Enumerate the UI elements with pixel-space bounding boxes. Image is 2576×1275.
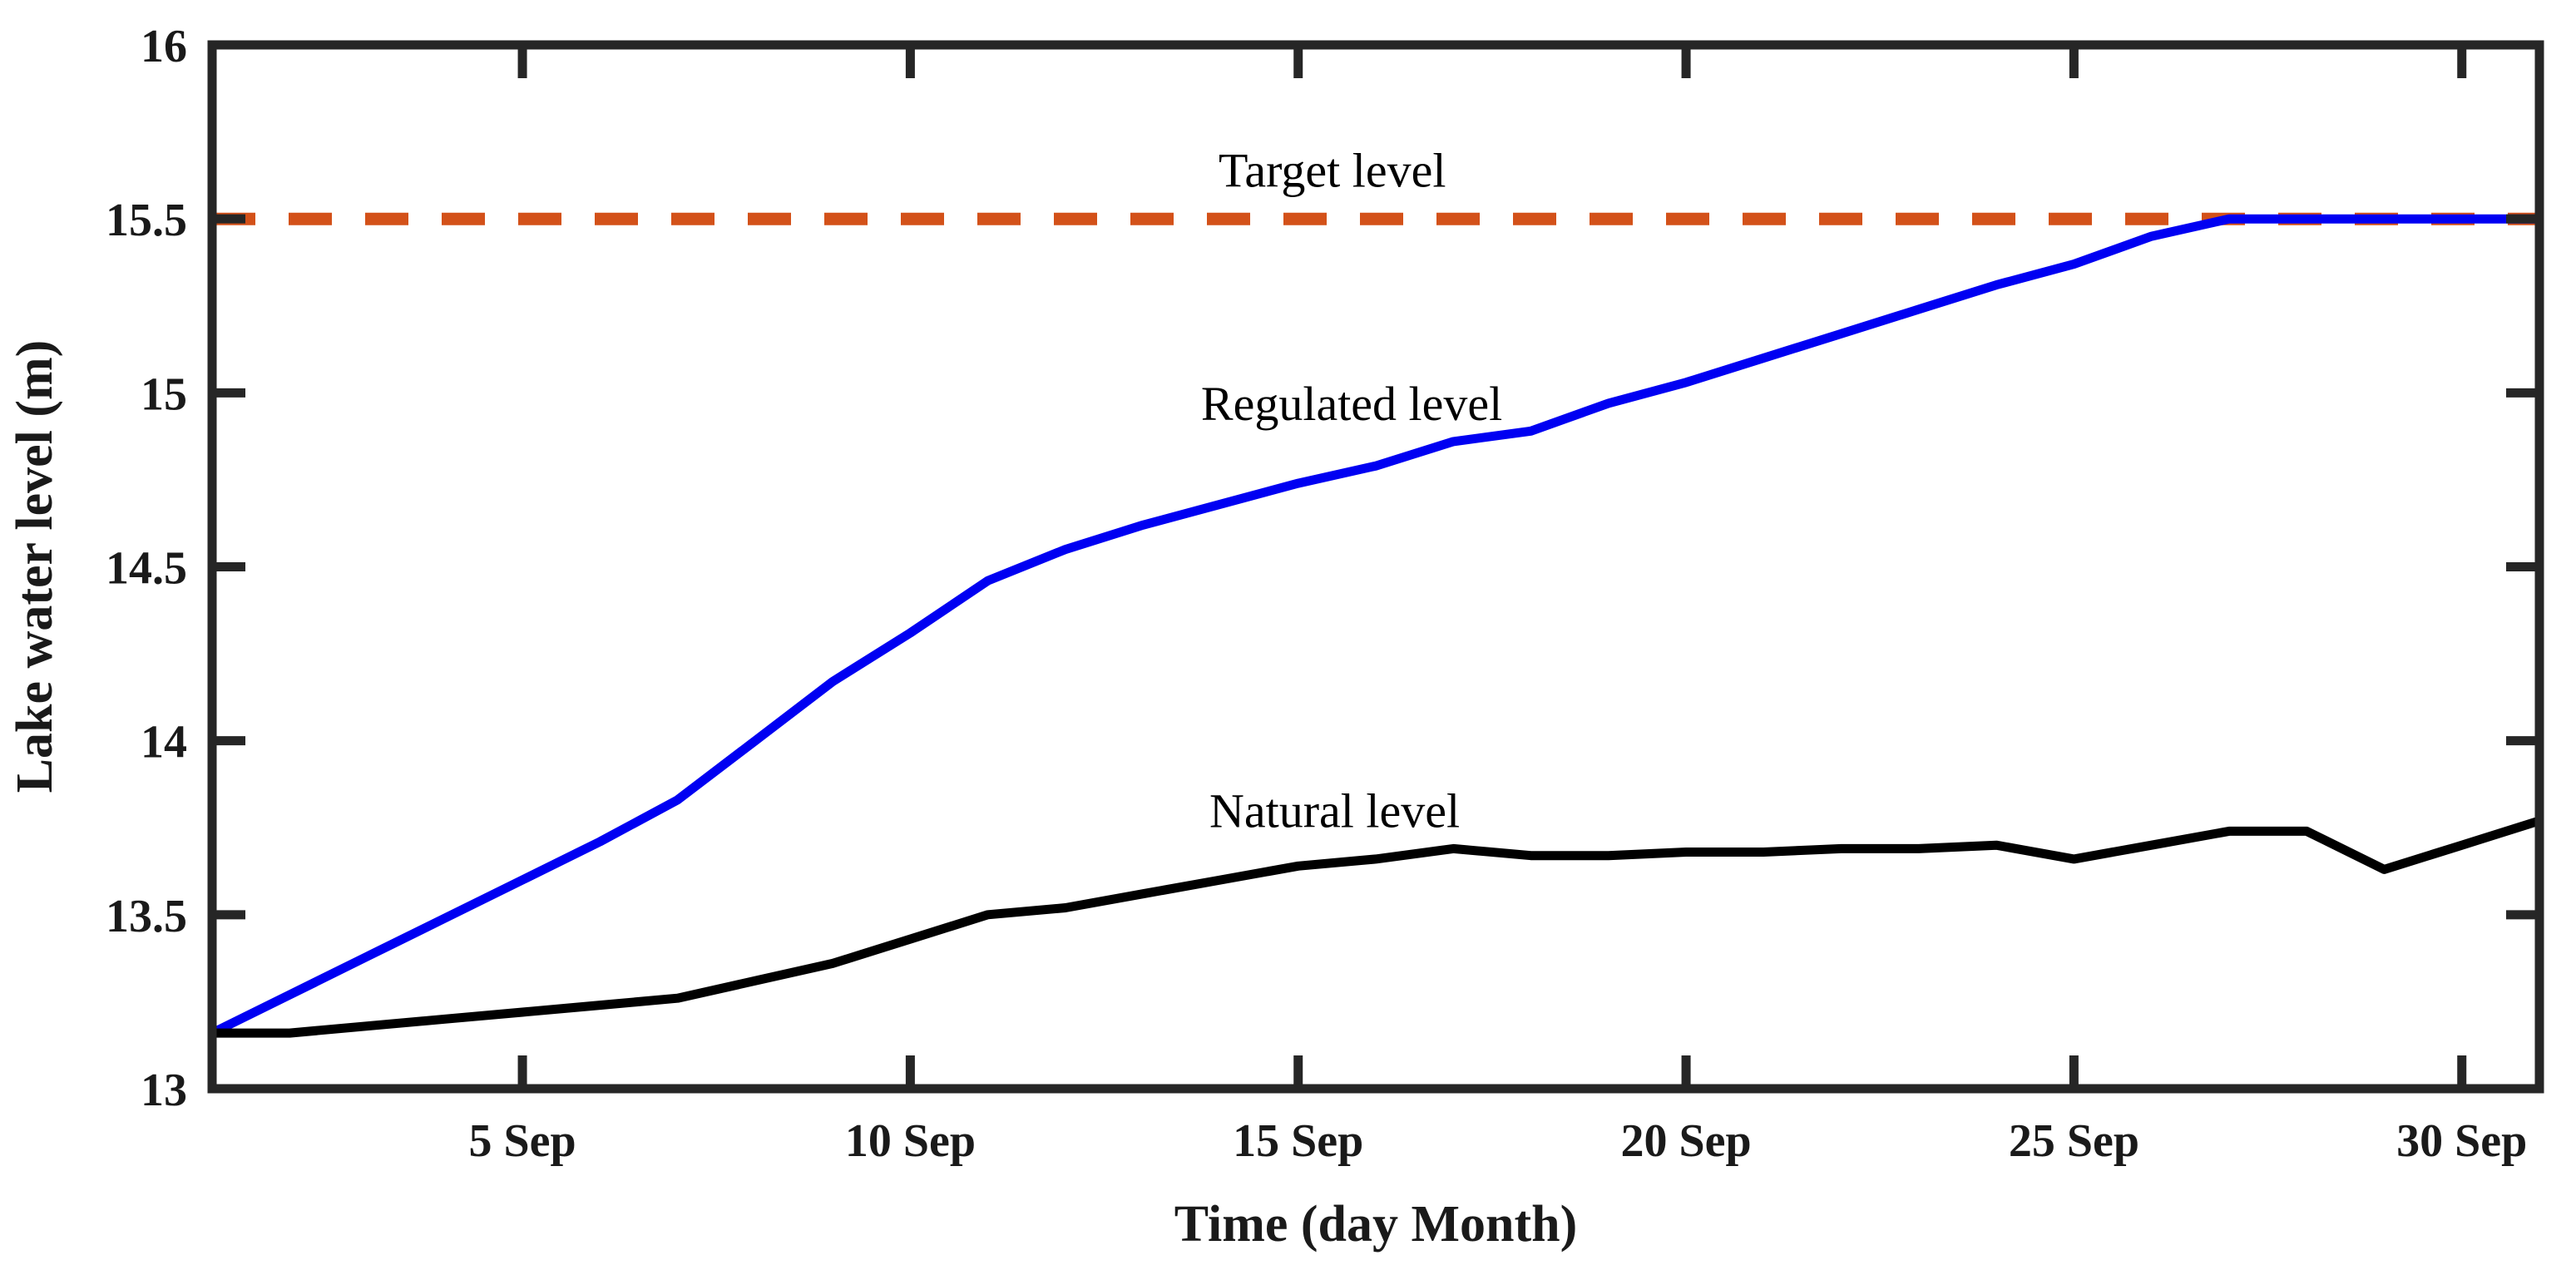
x-tick-label-5: 5 Sep xyxy=(468,1115,576,1167)
y-tick-label-14.5: 14.5 xyxy=(106,543,187,595)
annotations-group: Target level Regulated level Natural level xyxy=(1201,144,1502,838)
y-tick-label-13.5: 13.5 xyxy=(106,891,187,942)
x-tick-label-15: 15 Sep xyxy=(1233,1115,1363,1167)
tick-labels-group: 5 Sep 10 Sep 15 Sep 20 Sep 25 Sep 30 Sep 13 13.… xyxy=(106,21,2527,1167)
y-axis-title: Lake water level (m) xyxy=(7,340,63,793)
annotation-regulated-level: Regulated level xyxy=(1201,377,1502,431)
series-group xyxy=(210,212,2541,1038)
x-tick-label-10: 10 Sep xyxy=(845,1115,976,1167)
y-tick-label-14: 14 xyxy=(141,717,187,768)
y-tick-label-15: 15 xyxy=(141,368,187,420)
plot-box-spines xyxy=(207,40,2544,1094)
y-tick-label-13: 13 xyxy=(141,1065,187,1116)
x-tick-label-30: 30 Sep xyxy=(2396,1115,2527,1167)
x-tick-label-20: 20 Sep xyxy=(1620,1115,1751,1167)
annotation-natural-level: Natural level xyxy=(1209,783,1460,838)
y-tick-label-15.5: 15.5 xyxy=(106,195,187,246)
x-tick-label-25: 25 Sep xyxy=(2009,1115,2139,1167)
ticks-group xyxy=(212,40,2539,1094)
x-axis-title: Time (day Month) xyxy=(1174,1196,1578,1253)
annotation-target-level: Target level xyxy=(1219,144,1446,198)
y-tick-label-16: 16 xyxy=(141,21,187,72)
series-line-regulated-level xyxy=(210,214,2539,1038)
series-line-natural-level xyxy=(212,816,2541,1038)
